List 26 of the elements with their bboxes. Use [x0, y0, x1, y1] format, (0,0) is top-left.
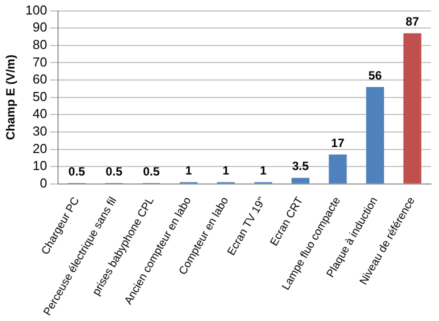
data-label: 56: [368, 68, 382, 82]
bar: [328, 154, 347, 184]
data-label: 17: [331, 136, 345, 150]
data-label: 1: [260, 163, 267, 178]
y-tick-label: 60: [32, 72, 48, 87]
y-tick-label: 30: [32, 124, 48, 139]
data-label: 3.5: [292, 159, 310, 174]
y-tick-label: 50: [32, 88, 48, 104]
y-tick-label: 100: [25, 2, 48, 18]
y-tick-label: 90: [32, 20, 48, 35]
bar: [292, 178, 310, 184]
data-label: 87: [406, 14, 420, 29]
data-label: 1: [222, 163, 230, 178]
data-label: 0.5: [68, 164, 86, 178]
bar: [403, 33, 422, 184]
bar: [366, 86, 384, 184]
y-axis-title: Champ E (V/m): [4, 54, 18, 140]
y-tick-label: 40: [32, 106, 48, 122]
y-tick-label: 20: [32, 140, 48, 156]
y-tick-label: 10: [32, 158, 48, 174]
y-tick-label: 0: [40, 175, 48, 190]
y-tick-label: 80: [32, 37, 48, 52]
data-label: 0.5: [142, 164, 160, 178]
y-tick-label: 70: [32, 54, 48, 70]
data-label: 1: [185, 163, 192, 178]
data-label: 0.5: [106, 164, 123, 178]
